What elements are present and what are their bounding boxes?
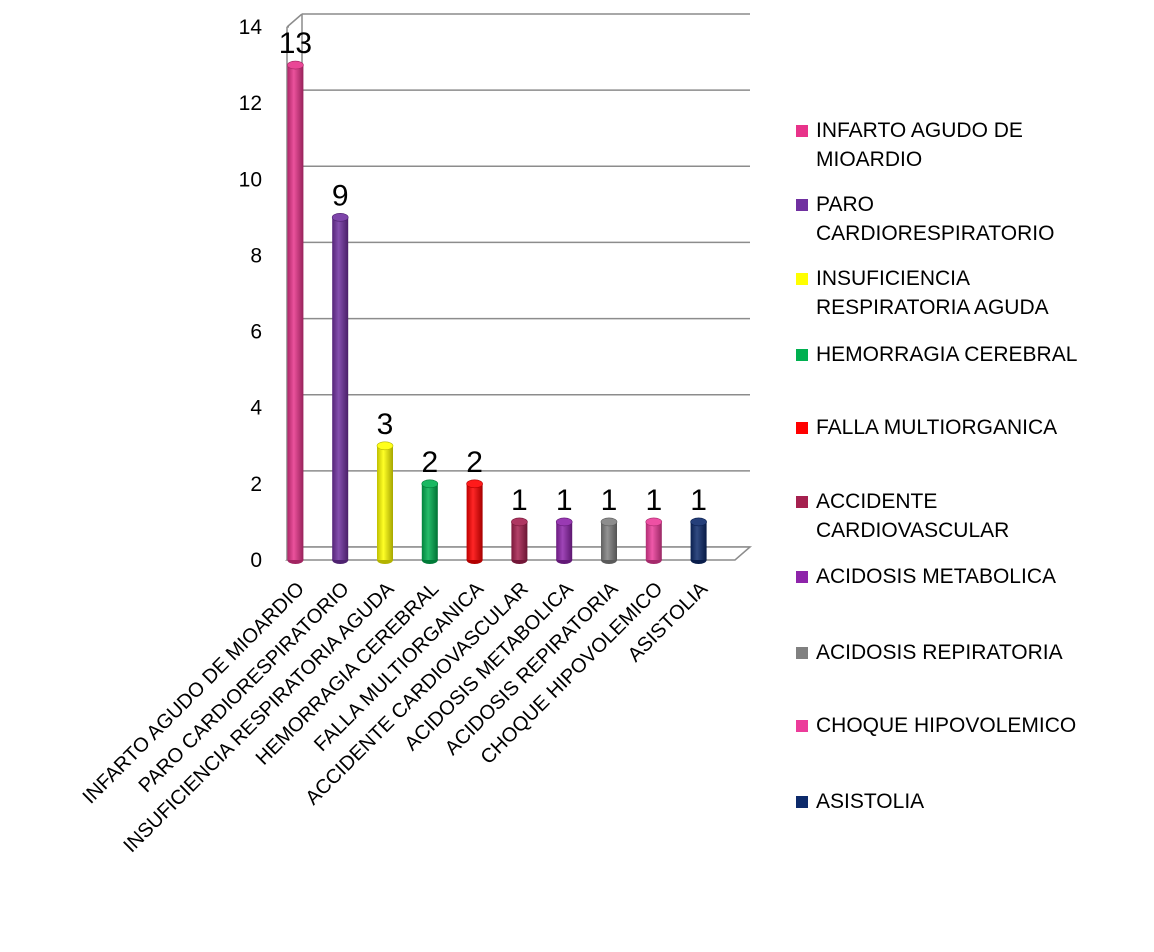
bar-top — [556, 518, 572, 526]
legend-label: CHOQUE HIPOVOLEMICO — [816, 711, 1154, 740]
y-tick-label: 4 — [250, 397, 262, 420]
legend-label-line: PARO — [816, 190, 1154, 219]
legend-swatch — [796, 125, 808, 137]
legend-label-line: ACCIDENTE — [816, 487, 1154, 516]
data-label: 1 — [556, 484, 573, 517]
bar-top — [467, 480, 483, 488]
legend-label-line: RESPIRATORIA AGUDA — [816, 293, 1154, 322]
bar — [646, 522, 662, 560]
data-label: 13 — [279, 27, 312, 60]
legend-label-line: INSUFICIENCIA — [816, 264, 1154, 293]
bar — [332, 217, 348, 560]
bar-top — [287, 61, 303, 69]
bar-top — [511, 518, 527, 526]
legend-label: ASISTOLIA — [816, 787, 1154, 816]
legend-swatch — [796, 647, 808, 659]
bar — [422, 484, 438, 560]
bar-top — [332, 213, 348, 221]
legend-label: FALLA MULTIORGANICA — [816, 413, 1154, 442]
bar-top — [691, 518, 707, 526]
legend-label: ACIDOSIS METABOLICA — [816, 562, 1154, 591]
data-label: 3 — [377, 408, 394, 441]
data-label: 2 — [421, 446, 438, 479]
gridline-diagonal — [287, 14, 302, 27]
legend-label: PARO CARDIORESPIRATORIO — [816, 190, 1154, 248]
bar — [691, 522, 707, 560]
bar — [511, 522, 527, 560]
y-tick-label: 6 — [250, 321, 262, 344]
legend-label: HEMORRAGIA CEREBRAL — [816, 340, 1154, 369]
legend-swatch — [796, 796, 808, 808]
data-label: 1 — [511, 484, 528, 517]
legend-label-line: ACIDOSIS REPIRATORIA — [816, 638, 1154, 667]
y-tick-label: 8 — [250, 244, 262, 267]
bar-top — [646, 518, 662, 526]
legend-swatch — [796, 199, 808, 211]
data-label: 1 — [690, 484, 707, 517]
y-tick-label: 10 — [239, 168, 262, 191]
legend-label: ACCIDENTE CARDIOVASCULAR — [816, 487, 1154, 545]
bar — [467, 484, 483, 560]
bar — [287, 65, 303, 560]
legend-label-line: CHOQUE HIPOVOLEMICO — [816, 711, 1154, 740]
legend-label: INFARTO AGUDO DE MIOARDIO — [816, 116, 1154, 174]
legend-label-line: FALLA MULTIORGANICA — [816, 413, 1154, 442]
legend-swatch — [796, 422, 808, 434]
legend-label-line: CARDIOVASCULAR — [816, 516, 1154, 545]
data-label: 1 — [645, 484, 662, 517]
bar — [377, 446, 393, 560]
y-tick-label: 2 — [250, 473, 262, 496]
legend-label-line: CARDIORESPIRATORIO — [816, 219, 1154, 248]
bar — [556, 522, 572, 560]
chart-legend: INFARTO AGUDO DE MIOARDIO PARO CARDIORESPIR… — [796, 0, 1154, 952]
data-label: 1 — [601, 484, 618, 517]
data-label: 2 — [466, 446, 483, 479]
bar — [601, 522, 617, 560]
bar-top — [377, 442, 393, 450]
legend-label: INSUFICIENCIA RESPIRATORIA AGUDA — [816, 264, 1154, 322]
legend-swatch — [796, 496, 808, 508]
data-label: 9 — [332, 179, 349, 212]
legend-swatch — [796, 349, 808, 361]
legend-label-line: ACIDOSIS METABOLICA — [816, 562, 1154, 591]
legend-swatch — [796, 273, 808, 285]
bar-top — [601, 518, 617, 526]
y-tick-label: 0 — [250, 549, 262, 572]
legend-label-line: HEMORRAGIA CEREBRAL — [816, 340, 1154, 369]
bar-top — [422, 480, 438, 488]
legend-label-line: MIOARDIO — [816, 145, 1154, 174]
y-tick-label: 12 — [239, 92, 262, 115]
legend-swatch — [796, 571, 808, 583]
legend-label-line: ASISTOLIA — [816, 787, 1154, 816]
legend-label-line: INFARTO AGUDO DE — [816, 116, 1154, 145]
legend-swatch — [796, 720, 808, 732]
y-tick-label: 14 — [239, 16, 263, 39]
legend-label: ACIDOSIS REPIRATORIA — [816, 638, 1154, 667]
